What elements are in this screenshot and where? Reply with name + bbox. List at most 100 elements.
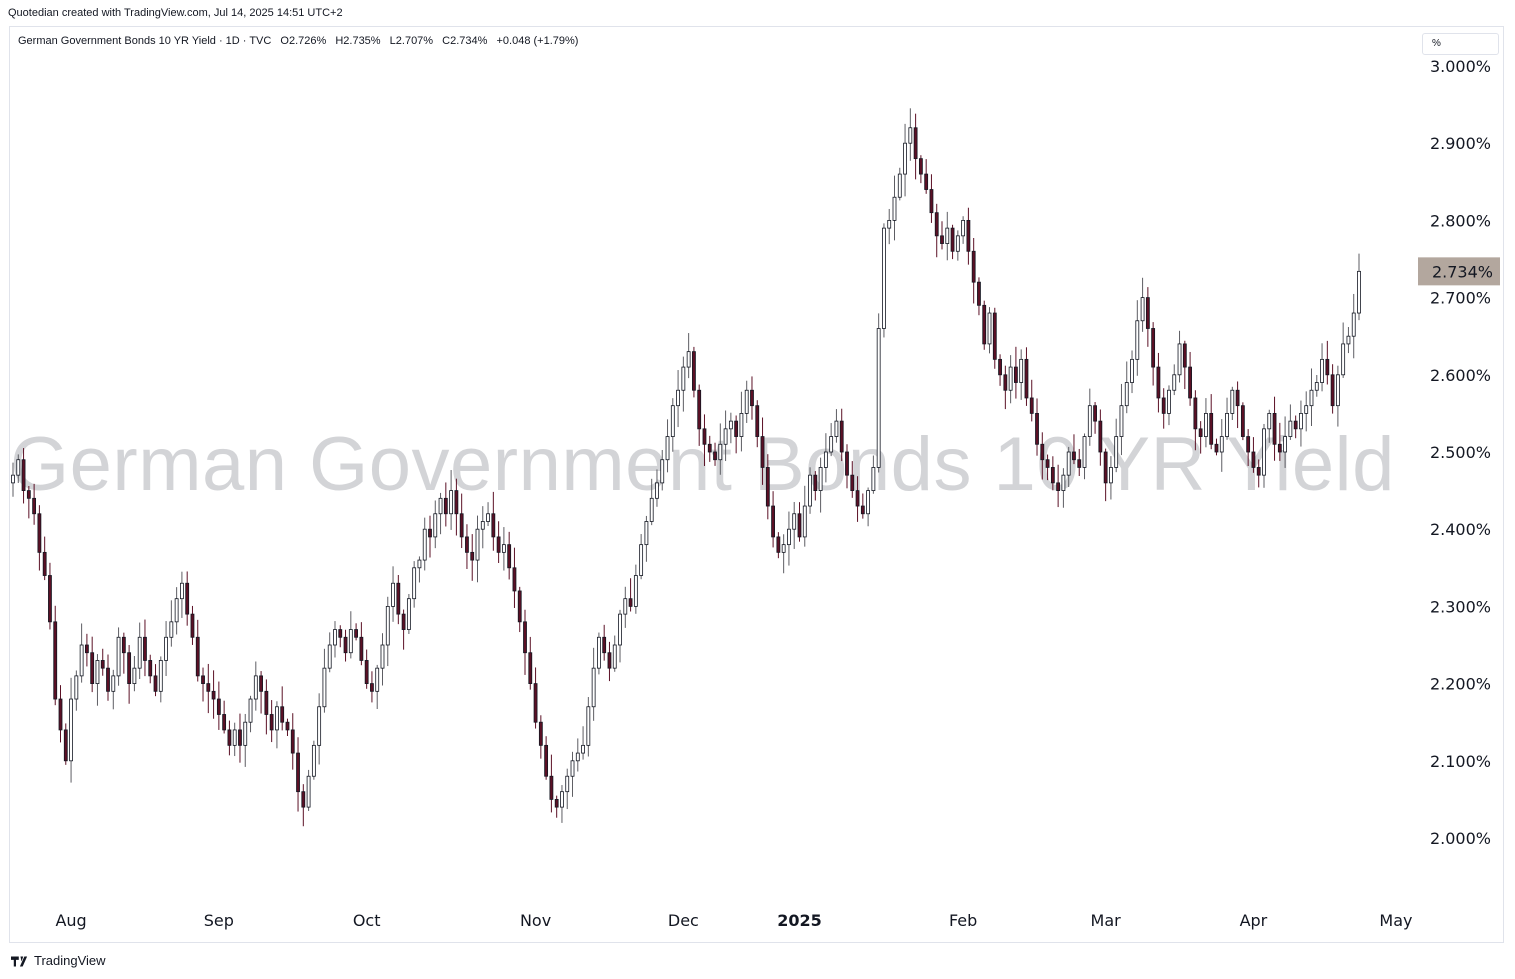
candle bbox=[903, 123, 907, 197]
candle bbox=[116, 627, 121, 686]
candle bbox=[971, 237, 976, 304]
candle bbox=[918, 155, 923, 184]
candle bbox=[792, 501, 797, 549]
candle bbox=[1119, 383, 1124, 456]
candle bbox=[322, 648, 327, 713]
candle bbox=[813, 471, 818, 501]
candle bbox=[760, 417, 765, 485]
candle bbox=[343, 629, 348, 662]
legend-symbol[interactable]: German Government Bonds 10 YR Yield · 1D… bbox=[18, 35, 272, 47]
candle bbox=[37, 505, 42, 571]
y-tick-label: 2.400% bbox=[1430, 520, 1491, 539]
candle bbox=[1309, 368, 1314, 427]
candle bbox=[269, 700, 274, 743]
candle bbox=[1177, 330, 1182, 383]
candle bbox=[1035, 398, 1039, 456]
candle bbox=[1351, 293, 1356, 359]
candle bbox=[1182, 340, 1187, 390]
candle bbox=[1008, 355, 1013, 404]
candle bbox=[21, 448, 26, 504]
candle bbox=[259, 671, 263, 714]
candle bbox=[380, 633, 385, 686]
candle bbox=[301, 784, 306, 827]
candle bbox=[1156, 352, 1161, 413]
candle bbox=[977, 277, 981, 316]
candle bbox=[1050, 456, 1055, 491]
candle bbox=[1161, 388, 1166, 429]
last-value-badge bbox=[1418, 257, 1500, 286]
candle bbox=[1357, 253, 1361, 321]
candle bbox=[1330, 364, 1335, 414]
candle bbox=[871, 455, 876, 494]
candle bbox=[248, 695, 253, 733]
candle bbox=[1325, 340, 1330, 385]
candle bbox=[644, 515, 649, 562]
candle bbox=[829, 423, 834, 457]
candle bbox=[1056, 464, 1061, 508]
price-unit-button[interactable]: % bbox=[1422, 33, 1499, 55]
candle bbox=[84, 633, 89, 667]
candle bbox=[1003, 365, 1008, 410]
candle bbox=[449, 470, 454, 530]
x-tick-label: May bbox=[1379, 911, 1412, 930]
candle bbox=[787, 511, 791, 566]
candle bbox=[934, 203, 939, 258]
candle bbox=[860, 493, 865, 519]
candle bbox=[823, 433, 828, 483]
candle bbox=[1045, 454, 1050, 481]
y-tick-label: 2.200% bbox=[1430, 675, 1491, 694]
candle bbox=[866, 487, 871, 527]
y-axis: 3.000% 2.900% 2.800% 2.700% 2.600% 2.500% 2.40… bbox=[1430, 57, 1491, 848]
candle bbox=[327, 632, 332, 673]
candle bbox=[913, 113, 918, 180]
candle bbox=[533, 667, 538, 729]
candle bbox=[707, 435, 712, 462]
candle bbox=[90, 636, 95, 693]
candle bbox=[929, 174, 934, 223]
candle bbox=[69, 677, 73, 783]
candle bbox=[359, 622, 364, 666]
candle bbox=[1193, 390, 1198, 451]
candle bbox=[1335, 365, 1340, 427]
candle bbox=[385, 596, 390, 667]
candle bbox=[1188, 351, 1192, 406]
candle bbox=[370, 671, 374, 703]
candle bbox=[1066, 446, 1071, 487]
candle bbox=[1082, 433, 1087, 480]
candle bbox=[1246, 429, 1251, 467]
candle bbox=[158, 656, 163, 703]
candle bbox=[317, 693, 322, 765]
candle bbox=[1172, 364, 1177, 396]
candle bbox=[755, 400, 760, 448]
candle bbox=[275, 701, 279, 749]
candle bbox=[290, 713, 295, 770]
candle bbox=[850, 461, 855, 498]
candle bbox=[1214, 438, 1219, 456]
candle bbox=[855, 476, 860, 522]
candle bbox=[876, 313, 881, 473]
symbol-legend[interactable]: German Government Bonds 10 YR Yield · 1D… bbox=[18, 35, 584, 47]
candle bbox=[1167, 385, 1171, 426]
candle bbox=[517, 586, 522, 633]
candle bbox=[660, 449, 665, 491]
candle bbox=[771, 491, 775, 548]
candle bbox=[940, 221, 944, 250]
candle bbox=[491, 491, 496, 551]
x-tick-label: Sep bbox=[204, 911, 234, 930]
last-value-text: 2.734% bbox=[1432, 262, 1493, 281]
candle bbox=[560, 785, 564, 823]
candle bbox=[201, 667, 205, 702]
candle bbox=[818, 457, 823, 513]
candle bbox=[702, 414, 707, 466]
candle bbox=[623, 586, 628, 628]
y-tick-label: 2.100% bbox=[1430, 752, 1491, 771]
candle bbox=[106, 654, 110, 701]
candle bbox=[955, 230, 960, 261]
candle bbox=[633, 564, 638, 614]
candle bbox=[882, 223, 886, 338]
candle bbox=[655, 469, 659, 507]
candle bbox=[892, 175, 897, 241]
candle bbox=[802, 485, 807, 547]
candles-layer bbox=[11, 108, 1361, 827]
